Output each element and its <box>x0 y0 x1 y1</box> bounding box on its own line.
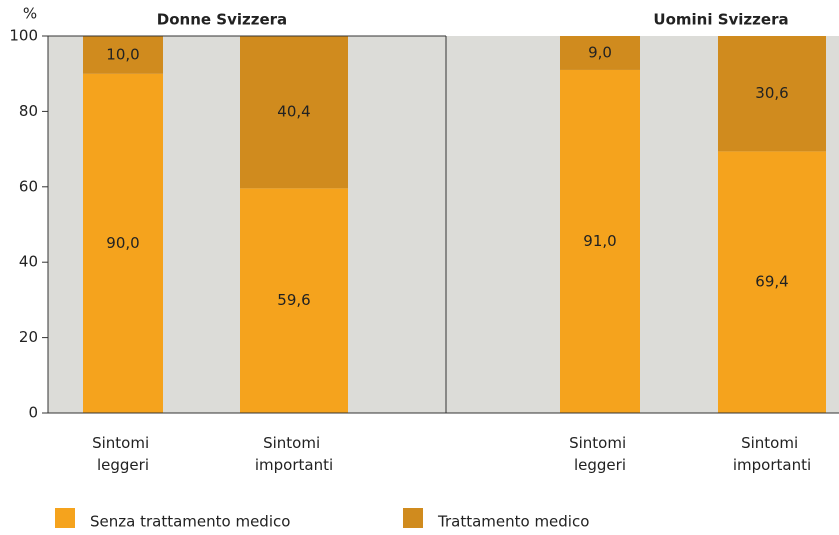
bar-segment <box>560 36 640 70</box>
y-tick-label: 60 <box>19 177 38 195</box>
panel-title: Donne Svizzera <box>157 11 287 29</box>
data-label: 10,0 <box>106 45 139 63</box>
data-label: 69,4 <box>755 273 788 291</box>
bar-segment <box>718 36 826 152</box>
data-label: 9,0 <box>588 43 612 61</box>
legend-label: Trattamento medico <box>437 513 589 531</box>
x-tick-label: Sintomi importanti <box>733 434 811 474</box>
y-tick-label: 40 <box>19 253 38 271</box>
x-tick-label: Sintomi importanti <box>255 434 333 474</box>
y-tick-label: 80 <box>19 102 38 120</box>
y-tick-label: 0 <box>28 404 38 422</box>
bar-segment <box>240 188 348 413</box>
panel-title: Uomini Svizzera <box>653 11 788 29</box>
bar-segment <box>718 151 826 413</box>
legend-label: Senza trattamento medico <box>90 513 290 531</box>
data-label: 30,6 <box>755 84 788 102</box>
data-label: 40,4 <box>277 103 310 121</box>
legend-swatch <box>403 508 423 528</box>
plot-background <box>48 36 839 413</box>
x-tick-label: Sintomi leggeri <box>92 434 154 474</box>
data-label: 59,6 <box>277 291 310 309</box>
legend-swatch <box>55 508 75 528</box>
bar-segment <box>240 36 348 189</box>
bar-segment <box>83 36 163 74</box>
bar-segment <box>83 73 163 413</box>
data-label: 90,0 <box>106 234 139 252</box>
bar-segment <box>560 69 640 414</box>
y-tick-label: 20 <box>19 328 38 346</box>
y-axis-label: % <box>23 5 37 23</box>
x-tick-label: Sintomi leggeri <box>569 434 631 474</box>
y-tick-label: 100 <box>9 27 38 45</box>
data-label: 91,0 <box>583 232 616 250</box>
